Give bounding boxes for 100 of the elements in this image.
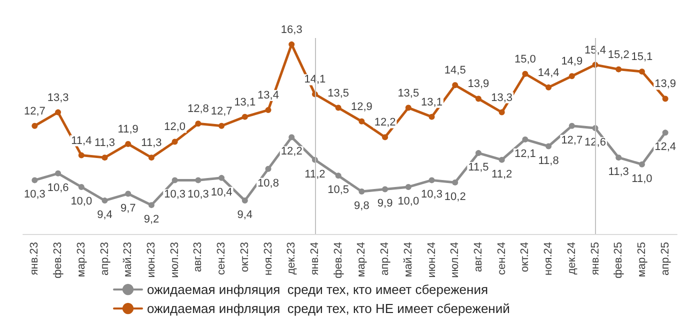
point [498, 156, 505, 163]
point [242, 198, 248, 204]
data-label: 13,3 [491, 92, 513, 104]
x-tick-label: апр.25 [659, 242, 672, 276]
point [172, 177, 178, 184]
point [265, 107, 272, 114]
point [546, 84, 552, 90]
point [335, 104, 342, 111]
point [638, 68, 645, 75]
point [78, 184, 84, 190]
data-label: 12,7 [561, 134, 583, 146]
data-label: 15,1 [631, 51, 653, 64]
x-tick-label: ноя.23 [262, 242, 274, 276]
point [335, 172, 342, 179]
data-label: 13,3 [47, 92, 69, 104]
data-label: 9,9 [377, 198, 393, 210]
x-tick-label: мар.24 [356, 242, 368, 278]
point [288, 134, 295, 140]
data-label: 10,0 [398, 195, 420, 208]
data-label: 13,5 [398, 87, 420, 100]
data-label: 10,3 [24, 188, 46, 201]
point [148, 202, 154, 208]
point [568, 122, 575, 129]
data-label: 14,9 [561, 56, 583, 68]
point [522, 136, 528, 142]
point [568, 73, 575, 80]
point [405, 104, 412, 111]
data-label: 12,7 [24, 105, 46, 118]
point [125, 190, 132, 197]
data-label: 11,3 [94, 137, 116, 150]
data-label: 11,5 [468, 162, 489, 174]
x-tick-label: янв.23 [28, 242, 41, 276]
data-label: 10,0 [70, 195, 92, 208]
x-tick-label: июн.24 [426, 242, 438, 278]
point [382, 186, 388, 192]
point [218, 122, 225, 129]
data-label: 13,1 [421, 96, 442, 108]
point [195, 177, 202, 184]
point [55, 170, 62, 176]
data-label: 15,2 [608, 48, 630, 61]
data-label: 14,5 [444, 64, 466, 77]
data-label: 14,4 [538, 66, 560, 79]
x-tick-label: мар.25 [636, 242, 648, 278]
data-label: 11,8 [538, 154, 559, 167]
x-tick-label: фев.25 [612, 242, 625, 278]
data-label: 13,9 [654, 78, 676, 90]
x-tick-label: фев.23 [52, 242, 64, 278]
data-label: 10,8 [258, 177, 279, 190]
data-label: 11,9 [118, 123, 138, 136]
x-tick-label: янв.24 [308, 242, 321, 276]
data-label: 12,1 [514, 148, 536, 160]
point [475, 96, 482, 102]
x-tick-label: фев.24 [332, 242, 344, 278]
point [546, 143, 552, 150]
point [428, 177, 435, 184]
data-label: 13,9 [468, 78, 490, 90]
x-tick-label: авг.23 [192, 242, 204, 272]
point [616, 66, 622, 72]
x-tick-label: июл.24 [449, 242, 462, 278]
x-tick-label: окт.23 [238, 242, 251, 272]
x-tick-label: ноя.24 [542, 242, 555, 276]
point [172, 138, 178, 145]
data-label: 11,0 [632, 172, 652, 185]
data-label: 9,2 [144, 214, 160, 226]
data-label: 10,3 [164, 188, 186, 201]
data-label: 16,3 [280, 24, 302, 36]
point [102, 198, 108, 204]
point [242, 114, 248, 120]
point [662, 96, 668, 102]
data-label: 15,0 [514, 53, 536, 66]
x-tick-label: окт.24 [519, 242, 532, 272]
data-label: 10,6 [47, 182, 69, 194]
data-label: 14,1 [304, 74, 326, 86]
x-tick-label: июн.23 [145, 242, 158, 278]
data-label: 13,5 [328, 87, 350, 100]
point [522, 70, 528, 77]
data-label: 10,2 [444, 190, 466, 203]
data-label: 12,4 [654, 141, 676, 154]
point [148, 154, 154, 161]
data-label: 9,4 [97, 209, 112, 222]
data-label: 11,3 [141, 137, 162, 150]
point [265, 166, 272, 172]
point [662, 130, 668, 136]
point [428, 114, 435, 120]
data-label: 10,5 [328, 184, 350, 196]
data-label: 12,9 [350, 100, 372, 113]
data-label: 10,3 [421, 188, 442, 201]
data-label: 12,2 [374, 116, 396, 129]
point [638, 161, 645, 168]
x-tick-label: дек.23 [286, 242, 298, 275]
data-label: 11,4 [71, 134, 92, 147]
data-label: 10,4 [210, 186, 232, 198]
point [382, 134, 388, 140]
legend-label: ожидаемая инфляция среди тех, кто имеет сбережения [147, 282, 488, 297]
data-label: 12,0 [164, 121, 186, 134]
point [452, 82, 458, 88]
data-label: 12,8 [187, 103, 209, 116]
x-tick-label: сен.23 [216, 242, 228, 275]
x-tick-label: апр.24 [379, 242, 392, 276]
data-label: 9,4 [237, 209, 253, 222]
